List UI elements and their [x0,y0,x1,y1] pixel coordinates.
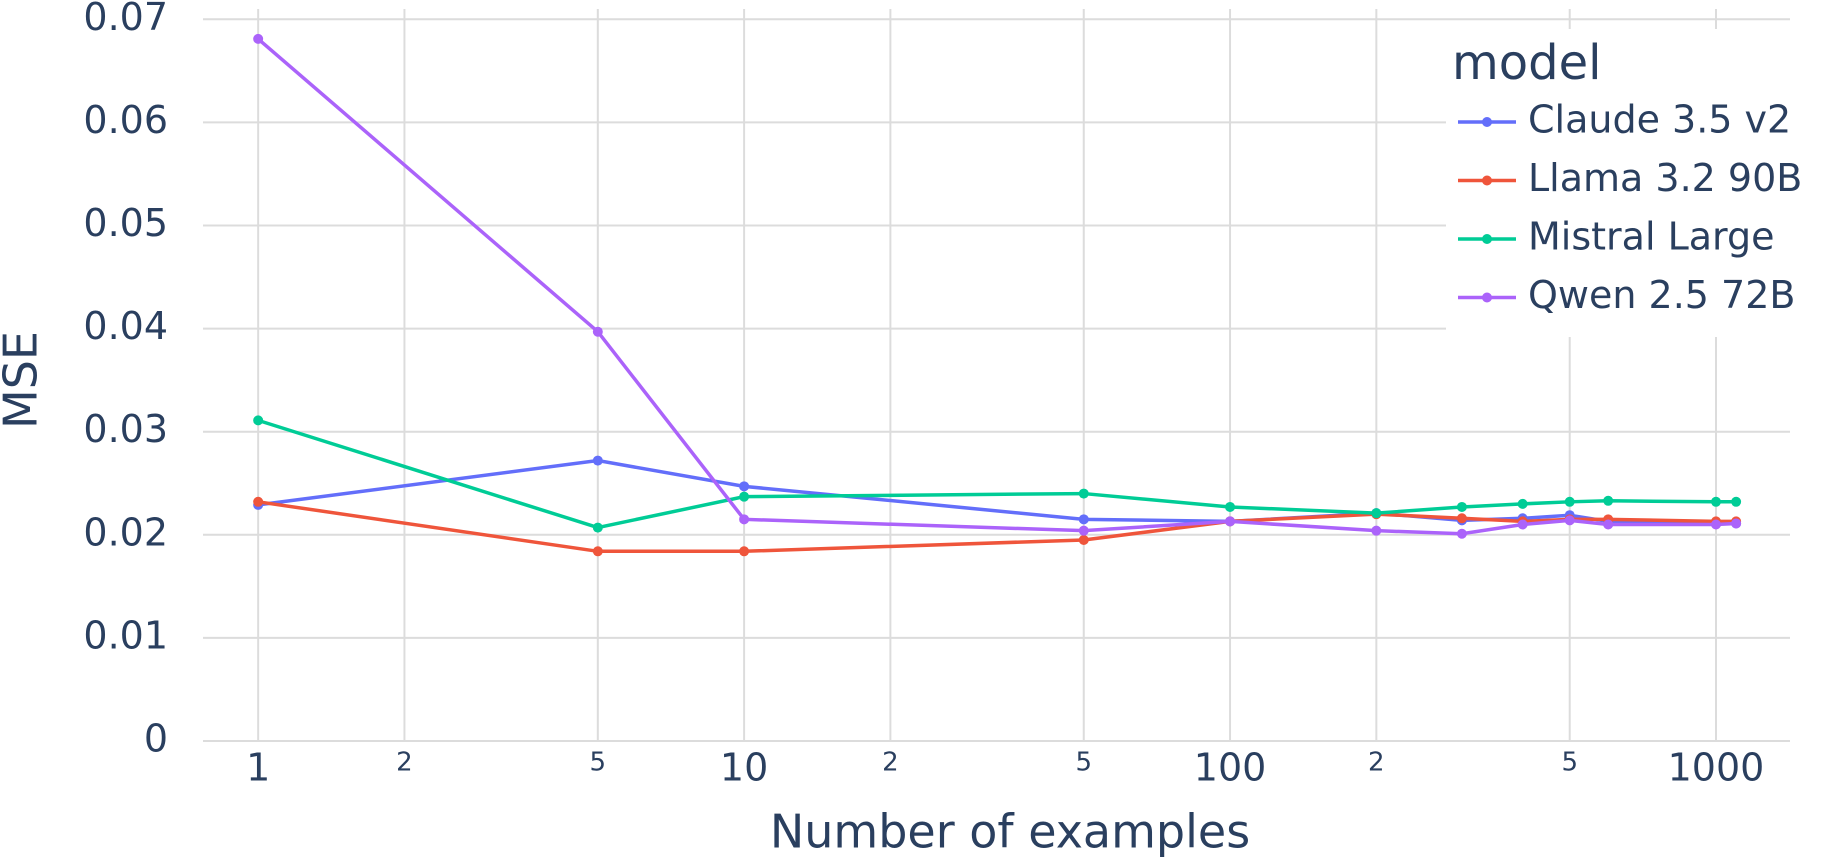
legend-box [1446,29,1821,337]
data-point [1564,515,1575,526]
series-line [257,500,1737,554]
series-line [257,37,1737,536]
legend-label: Mistral Large [1528,215,1775,259]
series-line [257,418,1737,530]
y-tick-label: 0.06 [83,98,168,142]
data-point [1710,496,1721,507]
data-point [1603,495,1614,506]
data-point [739,481,750,492]
data-point [592,522,603,533]
y-tick-label: 0.04 [83,304,168,348]
data-point [1371,525,1382,536]
data-point [1371,508,1382,519]
x-tick-label: 10 [720,746,768,790]
x-tick-label: 1 [246,746,270,790]
data-point [1731,518,1742,529]
legend-label: Claude 3.5 v2 [1528,98,1791,142]
x-tick-label: 5 [1561,748,1578,778]
data-point [1456,528,1467,539]
x-tick-label: 1000 [1668,746,1765,790]
data-point [1710,519,1721,530]
data-point [592,546,603,557]
legend-label: Qwen 2.5 72B [1528,273,1795,317]
data-point [592,455,603,466]
x-tick-label: 2 [882,748,899,778]
data-point [739,546,750,557]
x-tick-label: 2 [1368,748,1385,778]
x-tick-label: 100 [1194,746,1267,790]
data-point [1225,516,1236,527]
data-point [1456,501,1467,512]
y-tick-label: 0.03 [83,407,168,451]
y-tick-label: 0.05 [83,201,168,245]
data-point [1517,498,1528,509]
x-axis-title: Number of examples [770,805,1250,859]
legend-marker [1482,117,1492,127]
y-axis-title: MSE [0,331,48,429]
data-point [253,33,264,44]
data-point [1078,488,1089,499]
y-tick-label: 0.07 [83,0,168,39]
legend-marker [1482,175,1492,186]
x-tick-label: 2 [396,748,413,778]
data-point [1456,513,1467,524]
legend-marker [1482,234,1492,244]
data-point [1517,519,1528,530]
data-point [1564,496,1575,507]
data-point [592,326,603,337]
x-tick-label: 5 [1075,748,1092,778]
y-tick-label: 0.01 [83,613,168,657]
data-point [253,496,264,507]
y-tick-label: 0 [144,717,168,761]
legend-label: Llama 3.2 90B [1528,156,1802,200]
x-tick-label: 5 [590,748,607,778]
data-point [1078,514,1089,525]
data-point [1078,525,1089,536]
data-point [739,514,750,525]
plot-area [253,33,1742,557]
data-point [1225,501,1236,512]
data-point [1731,496,1742,507]
grid [203,9,1790,742]
data-point [739,491,750,502]
data-point [1603,519,1614,530]
y-tick-label: 0.02 [83,510,168,554]
legend-title: model [1452,35,1601,91]
data-point [1078,534,1089,545]
legend-marker [1482,292,1492,303]
data-point [253,415,264,426]
legend: Claude 3.5 v2 Llama 3.2 90B Mistral Large Q… [1458,98,1802,317]
